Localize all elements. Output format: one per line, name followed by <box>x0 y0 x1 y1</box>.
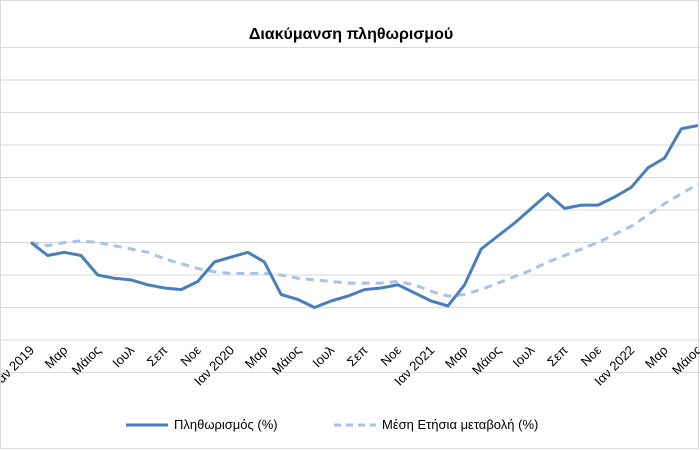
legend-label-inflation: Πληθωρισμός (%) <box>174 417 278 432</box>
x-tick-label-7: Μαρ <box>242 343 271 372</box>
x-tick-label-1: Μαρ <box>42 343 71 372</box>
x-tick-label-5: Νοε <box>177 342 204 369</box>
x-tick-label-17: Νοε <box>578 342 605 369</box>
x-tick-label-10: Σεπ <box>344 343 371 370</box>
gridlines <box>1 47 700 373</box>
series-line-inflation <box>30 124 699 309</box>
x-tick-label-4: Σεπ <box>144 343 171 370</box>
x-tick-label-13: Μαρ <box>442 343 471 372</box>
x-tick-label-0: Ιαν 2019 <box>1 343 37 389</box>
chart-title: Διακύμανση πληθωρισμού <box>249 26 453 43</box>
series-layer <box>30 124 699 309</box>
x-tick-label-16: Σεπ <box>544 343 571 370</box>
legend-label-average: Μέση Ετήσια μεταβολή (%) <box>382 417 538 432</box>
series-line-annual-average <box>30 182 699 298</box>
x-tick-label-11: Νοε <box>378 342 405 369</box>
x-tick-label-15: Ιουλ <box>509 342 537 370</box>
x-tick-label-19: Μαρ <box>642 343 671 372</box>
x-tick-label-3: Ιουλ <box>109 342 137 370</box>
legend: Πληθωρισμός (%) Μέση Ετήσια μεταβολή (%) <box>126 417 538 432</box>
x-tick-label-9: Ιουλ <box>309 342 337 370</box>
